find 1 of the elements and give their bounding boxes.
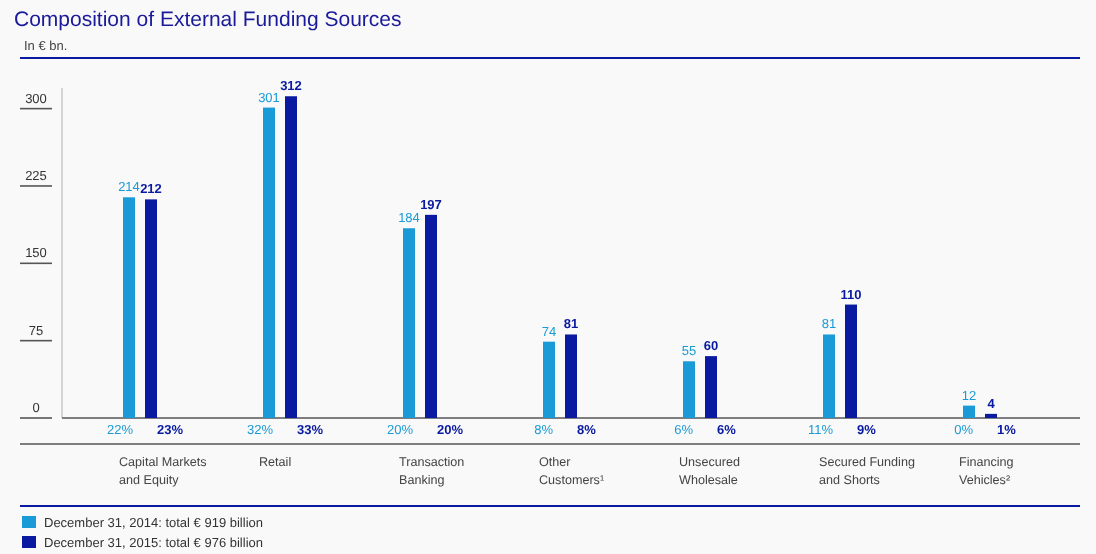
chart-title: Composition of External Funding Sources [14,8,402,32]
